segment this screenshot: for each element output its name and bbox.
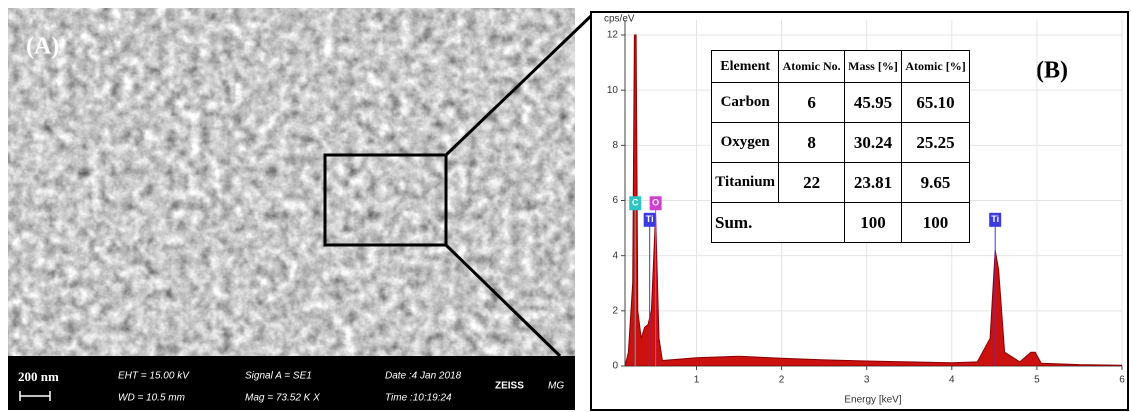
- x-tick-label: 3: [864, 375, 870, 386]
- x-tick-label: 1: [694, 375, 700, 386]
- peak-label: Ti: [646, 214, 654, 224]
- peak-label: C: [632, 198, 639, 208]
- y-tick-label: 4: [612, 250, 618, 261]
- x-tick-label: 6: [1119, 375, 1125, 386]
- sem-info: Mag = 73.52 K X: [245, 393, 320, 404]
- peak-label: O: [652, 198, 659, 208]
- table-cell: Mass [%]: [844, 51, 901, 83]
- x-tick-label: 4: [949, 375, 955, 386]
- sem-brand: ZEISS: [495, 381, 524, 392]
- peak-label: Ti: [991, 214, 999, 224]
- table-cell: 6: [779, 83, 845, 123]
- table-cell: 65.10: [902, 83, 970, 123]
- y-tick-label: 6: [612, 195, 618, 206]
- page: {"panel_a": {"label": "(A)", "scale_bar"…: [0, 0, 1131, 412]
- sem-info: Date :4 Jan 2018: [385, 371, 462, 382]
- x-tick-label: 5: [1034, 375, 1040, 386]
- table-cell: Sum.: [712, 203, 845, 243]
- table-cell: 23.81: [844, 163, 901, 203]
- table-cell: 45.95: [844, 83, 901, 123]
- table-cell: 8: [779, 123, 845, 163]
- sem-info: WD = 10.5 mm: [118, 393, 185, 404]
- table-cell: Atomic [%]: [902, 51, 970, 83]
- y-tick-label: 2: [612, 305, 618, 316]
- y-tick-label: 0: [612, 361, 618, 372]
- table-cell: 9.65: [902, 163, 970, 203]
- table-cell: Oxygen: [712, 123, 779, 163]
- table-cell: Atomic No.: [779, 51, 845, 83]
- table-cell: 100: [902, 203, 970, 243]
- table-cell: 25.25: [902, 123, 970, 163]
- y-tick-label: 12: [607, 30, 619, 41]
- y-unit-label: cps/eV: [604, 14, 635, 25]
- panel-label: (B): [1036, 58, 1068, 84]
- table-cell: Titanium: [712, 163, 779, 203]
- y-tick-label: 10: [607, 85, 619, 96]
- scale-bar-label: 200 nm: [18, 369, 59, 384]
- table-cell: 100: [844, 203, 901, 243]
- panel-label: (A): [26, 34, 59, 60]
- table-cell: 22: [779, 163, 845, 203]
- sem-info: MG: [548, 381, 564, 392]
- x-axis-label: Energy [keV]: [844, 395, 901, 406]
- sem-info: EHT = 15.00 kV: [118, 371, 190, 382]
- y-tick-label: 8: [612, 140, 618, 151]
- table-cell: 30.24: [844, 123, 901, 163]
- sem-info: Time :10:19:24: [385, 393, 452, 404]
- table-cell: Carbon: [712, 83, 779, 123]
- table-cell: Element: [712, 51, 779, 83]
- x-tick-label: 2: [779, 375, 785, 386]
- sem-image: [8, 8, 575, 356]
- sem-info: Signal A = SE1: [245, 371, 312, 382]
